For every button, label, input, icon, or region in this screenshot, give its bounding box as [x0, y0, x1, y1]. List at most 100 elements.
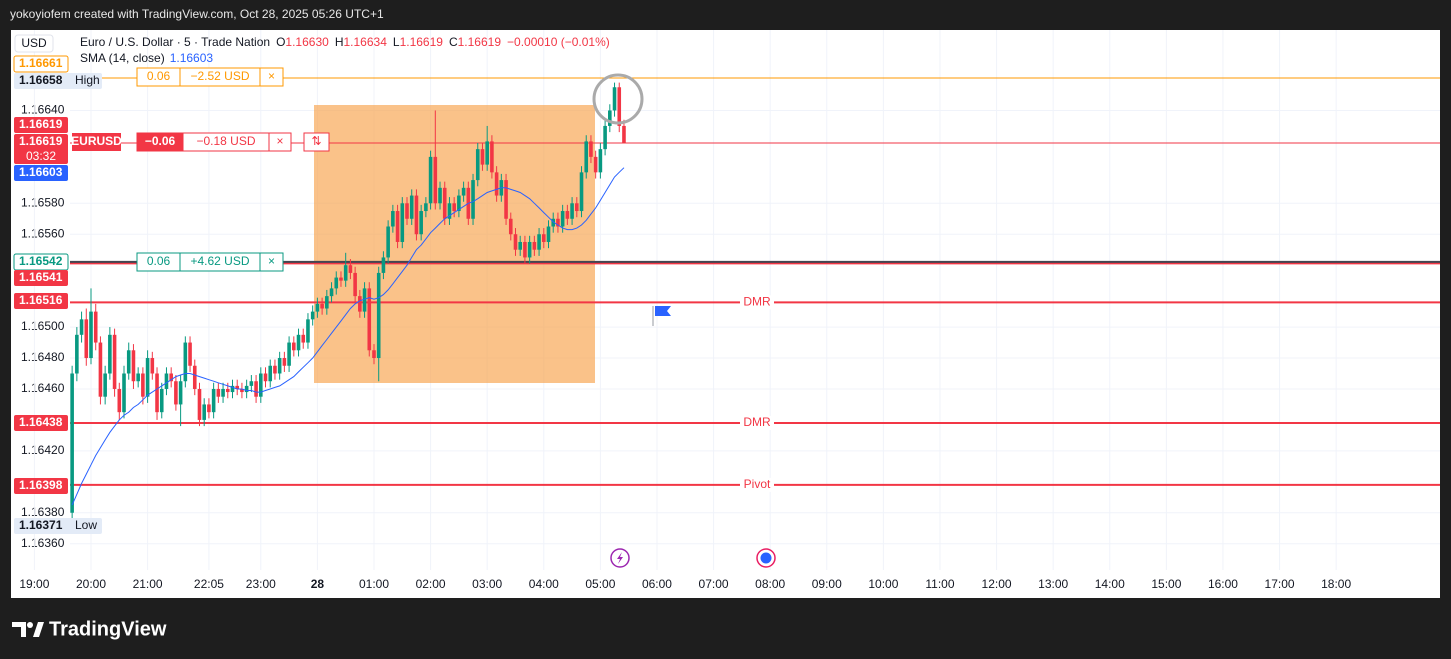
candle-body: [117, 388, 122, 413]
x-tick-label: 09:00: [812, 577, 842, 591]
candle-body: [84, 319, 89, 359]
candle-body: [277, 358, 282, 374]
candle-body: [126, 350, 131, 374]
x-tick-label: 01:00: [359, 577, 389, 591]
candle-body: [603, 125, 607, 150]
x-tick-label: 14:00: [1095, 577, 1125, 591]
candle-body: [188, 342, 192, 366]
candle-body: [98, 342, 103, 397]
position-button[interactable]: [303, 132, 330, 152]
price-badge-text: 1.16661: [19, 56, 63, 70]
ohlc-key: L: [393, 35, 400, 49]
candle-body: [136, 373, 140, 382]
rectangle-drawing: [314, 105, 595, 383]
position-text: 0.06: [147, 254, 171, 268]
ohlc-key: C: [449, 35, 458, 49]
x-tick-label: 28: [311, 577, 325, 591]
candle-body: [235, 385, 240, 389]
position-text[interactable]: ×: [268, 69, 275, 83]
candle-body: [315, 303, 320, 312]
candle-body: [192, 365, 197, 389]
candle-body: [457, 195, 461, 212]
symbol-box: [72, 133, 121, 151]
price-badge: [14, 270, 68, 286]
candle-body: [183, 342, 188, 382]
candle-body: [296, 334, 301, 351]
x-tick-label: 18:00: [1321, 577, 1351, 591]
logo-mark: [27, 622, 33, 628]
y-tick-label: 1.16640: [21, 103, 65, 117]
x-tick-label: 07:00: [699, 577, 729, 591]
candle-body: [546, 226, 551, 242]
price-badge: [14, 73, 102, 89]
candle-body: [490, 141, 494, 173]
position-text: +4.62 USD: [190, 254, 249, 268]
candle-body: [372, 350, 376, 359]
x-tick-label: 17:00: [1265, 577, 1295, 591]
candle-body: [518, 241, 523, 250]
candle-body: [93, 311, 98, 343]
candle-body: [541, 234, 546, 242]
candle-body: [574, 203, 579, 212]
change: −0.00010 (−0.01%): [507, 35, 610, 49]
candle-body: [556, 218, 560, 227]
y-tick-label: 1.16460: [21, 381, 65, 395]
price-badge: [13, 55, 69, 73]
x-tick-label: 11:00: [925, 577, 954, 591]
price-badge: [14, 134, 68, 164]
y-tick-label: 1.16360: [21, 536, 65, 550]
candle-body: [207, 404, 211, 413]
footer-logo: TradingView: [12, 618, 167, 640]
candle-body: [508, 218, 513, 235]
candle-body: [273, 365, 277, 374]
x-tick-label: 08:00: [755, 577, 785, 591]
candle-body: [584, 141, 589, 173]
candle-body: [442, 187, 447, 219]
candle-body: [386, 226, 390, 258]
candle-body: [532, 241, 537, 250]
candle-body: [513, 234, 518, 250]
price-badge-text: 1.16398: [19, 478, 63, 492]
lightning: [617, 552, 623, 564]
price-badge-text: 1.16619: [19, 117, 63, 131]
candle-body: [230, 385, 235, 393]
y-tick-label: 1.16480: [21, 350, 65, 364]
position-text[interactable]: ⇅: [311, 134, 321, 148]
candle-body: [211, 388, 216, 413]
candle-body: [249, 381, 254, 386]
candle-body: [320, 303, 324, 309]
series-name: SMA (14, close): [80, 51, 165, 65]
price-badge: [14, 117, 68, 133]
currency-box[interactable]: [14, 34, 54, 53]
candle-body: [282, 358, 287, 366]
candle-body: [164, 373, 169, 389]
price-badge: [14, 478, 68, 494]
position-text[interactable]: ×: [268, 254, 275, 268]
candle-body: [225, 388, 230, 393]
candle-body: [551, 218, 556, 227]
candle-body: [334, 277, 339, 289]
candle-body: [579, 172, 584, 212]
price-badge-text: 1.16438: [19, 415, 63, 429]
y-tick-label: 1.16500: [21, 319, 65, 333]
candle-body: [254, 381, 258, 397]
position-text[interactable]: ×: [276, 134, 283, 148]
candle-body: [362, 288, 367, 312]
x-tick-label: 13:00: [1038, 577, 1068, 591]
candle-body: [504, 180, 508, 219]
price-badge-text: 1.16516: [19, 293, 63, 307]
candle-body: [405, 203, 409, 219]
position-text: −2.52 USD: [190, 69, 249, 83]
price-badge-text: 1.16541: [19, 270, 63, 284]
candle-body: [395, 211, 400, 242]
plot: [70, 82, 626, 527]
y-tick-label: 1.16380: [21, 505, 65, 519]
position-box: [136, 252, 284, 272]
candle-body: [485, 141, 489, 165]
legend-series: SMA (14, close) 1.16603: [80, 51, 213, 65]
price-badge: [14, 415, 68, 431]
candle-body: [608, 110, 612, 126]
series-value: 1.16603: [170, 51, 214, 65]
candle-body: [169, 373, 173, 382]
